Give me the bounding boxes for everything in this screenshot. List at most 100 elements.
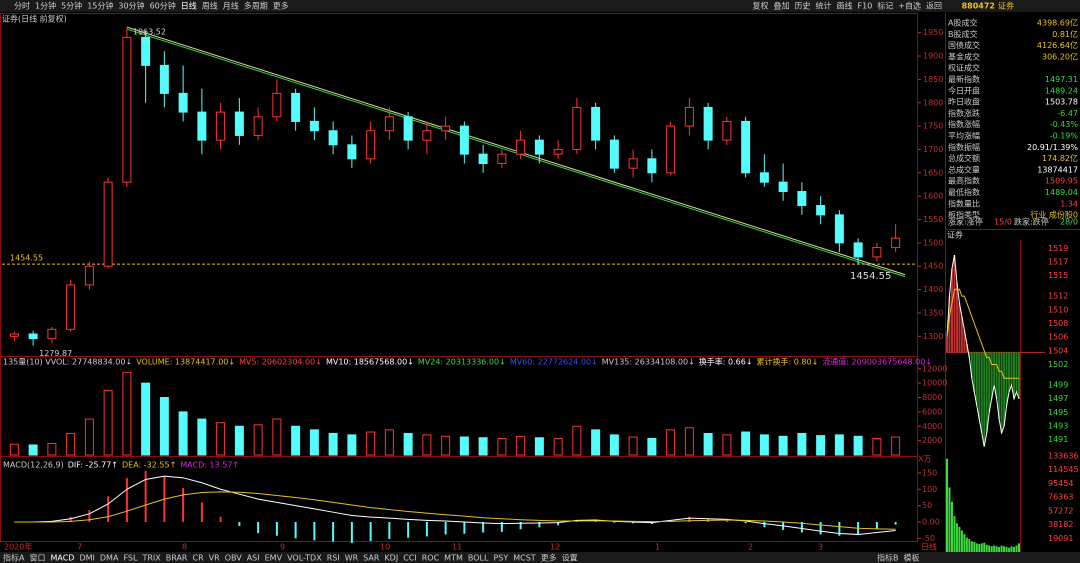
indicator-tab[interactable]: CR xyxy=(193,554,205,563)
indicator-tab[interactable]: KDJ xyxy=(384,554,398,563)
toolbar-button[interactable]: 更多 xyxy=(273,1,289,11)
toolbar-button[interactable]: 30分钟 xyxy=(118,1,144,11)
mini-tick-label: 1504 xyxy=(1048,346,1068,355)
stat-value: 0.81亿 xyxy=(1052,29,1078,39)
toolbar-button[interactable]: 叠加 xyxy=(774,1,790,11)
candle-body xyxy=(834,214,844,244)
indicator-tab[interactable]: 更多 xyxy=(541,553,557,563)
y-tick-label: 6000 xyxy=(922,407,942,416)
volume-bar xyxy=(441,435,451,456)
candle-body xyxy=(628,158,638,169)
candle-body xyxy=(403,116,413,141)
toolbar-button[interactable]: 日线 xyxy=(181,1,197,11)
toolbar-button[interactable]: 统计 xyxy=(816,1,832,11)
indicator-tab[interactable]: 设置 xyxy=(562,553,578,563)
mini-volume-label: 38182 xyxy=(1048,520,1073,529)
stat-label: 最新指数 xyxy=(948,74,980,84)
toolbar-button[interactable]: 15分钟 xyxy=(87,1,113,11)
toolbar-button[interactable]: 复权 xyxy=(753,1,769,11)
indicator-tab[interactable]: TRIX xyxy=(141,554,161,563)
toolbar-button[interactable]: 多周期 xyxy=(244,1,268,11)
stat-label: 基金成交 xyxy=(948,51,980,61)
toolbar-button[interactable]: 画线 xyxy=(837,1,853,11)
indicator-tab[interactable]: 指标A xyxy=(3,553,25,563)
y-tick-label: 4000 xyxy=(922,422,942,431)
candle-body xyxy=(28,333,38,340)
volume-bar xyxy=(422,434,432,456)
indicator-tab[interactable]: MTM xyxy=(444,554,463,563)
indicator-tab[interactable]: FSL xyxy=(123,554,138,563)
volume-legend: MV5: 20602304.00↓ xyxy=(239,358,322,367)
volume-bar xyxy=(872,437,882,456)
volume-bar xyxy=(197,418,207,456)
x-tick-label: 2020年 xyxy=(4,542,32,552)
mini-tick-label: 1506 xyxy=(1048,333,1068,342)
toolbar-button[interactable]: 1分钟 xyxy=(35,1,56,11)
indicator-tab[interactable]: ROC xyxy=(422,554,440,563)
candle-body xyxy=(234,111,244,136)
volume-bar xyxy=(459,436,469,456)
stat-value: 20.91/1.39% xyxy=(1027,143,1078,152)
toolbar-button[interactable]: 60分钟 xyxy=(150,1,176,11)
volume-bar xyxy=(122,371,132,456)
indicator-tab[interactable]: ASI xyxy=(247,554,260,563)
indicator-tab[interactable]: OBV xyxy=(225,554,243,563)
mini-tick-label: 1510 xyxy=(1048,305,1068,314)
volume-legend: MV10: 18567568.00↓ xyxy=(326,358,414,367)
mini-volume-label: 133636 xyxy=(1048,452,1079,461)
volume-bar xyxy=(478,437,488,456)
toolbar-button[interactable]: 分时 xyxy=(14,1,30,11)
indicator-tab[interactable]: MACD xyxy=(50,554,74,563)
volume-bar xyxy=(141,382,151,456)
toolbar-button[interactable]: +自选 xyxy=(898,1,921,11)
indicator-tab[interactable]: DMI xyxy=(79,554,94,563)
indicator-tab[interactable]: BRAR xyxy=(166,554,188,563)
indicator-tab[interactable]: DMA xyxy=(100,554,119,563)
toolbar-button[interactable]: 历史 xyxy=(795,1,811,11)
mini-tick-label: 1495 xyxy=(1048,408,1068,417)
candle-body xyxy=(159,64,169,94)
toolbar-button[interactable]: 标记 xyxy=(877,1,893,11)
mini-tick-label: 1508 xyxy=(1048,319,1068,328)
indicator-tab[interactable]: EMV xyxy=(265,554,283,563)
volume-unit: X万 xyxy=(918,455,931,464)
mini-volume-label: 19091 xyxy=(1048,534,1073,543)
candle-body xyxy=(66,284,76,330)
indicator-tab[interactable]: RSI xyxy=(327,554,340,563)
stat-value: -0.19% xyxy=(1050,132,1079,141)
volume-bar xyxy=(384,429,394,456)
volume-bar xyxy=(684,427,694,456)
candle-body xyxy=(103,181,113,267)
indicator-tab[interactable]: 窗口 xyxy=(29,553,45,563)
stat-label: 最高指数 xyxy=(948,176,980,186)
stat-label: 权证成交 xyxy=(948,63,980,73)
indicator-tab[interactable]: 模板 xyxy=(904,553,920,563)
stat-label: 最低指数 xyxy=(948,187,980,197)
indicator-tab[interactable]: CCI xyxy=(403,554,417,563)
indicator-tab[interactable]: BOLL xyxy=(468,554,489,563)
toolbar-button[interactable]: 周线 xyxy=(202,1,218,11)
volume-bar xyxy=(347,434,357,456)
stat-label: 今日开盘 xyxy=(948,85,980,95)
indicator-tab[interactable]: MCST xyxy=(513,554,536,563)
toolbar-button[interactable]: F10 xyxy=(858,2,873,11)
indicator-tab[interactable]: 指标B xyxy=(877,553,899,563)
volume-legend: MV135: 26334108.00↓ xyxy=(602,358,695,367)
toolbar-button[interactable]: 5分钟 xyxy=(61,1,82,11)
candle-body xyxy=(178,92,188,113)
indicator-tab[interactable]: PSY xyxy=(493,554,508,563)
indicator-tab[interactable]: WR xyxy=(345,554,359,563)
volume-legend: MV60: 22772624.00↓ xyxy=(510,358,598,367)
indicator-tab[interactable]: VOL-TDX xyxy=(287,554,322,563)
indicator-tab[interactable]: VR xyxy=(209,554,220,563)
stat-value: 306.20亿 xyxy=(1042,51,1078,61)
stat-value: -6.47 xyxy=(1057,109,1078,118)
candle-body xyxy=(347,144,357,160)
candle-body xyxy=(47,328,57,340)
y-tick-label: 1750 xyxy=(923,122,943,131)
toolbar-button[interactable]: 返回 xyxy=(926,2,942,11)
toolbar-button[interactable]: 月线 xyxy=(223,1,239,11)
candle-body xyxy=(872,247,882,258)
volume-bar xyxy=(572,425,582,456)
indicator-tab[interactable]: SAR xyxy=(363,554,380,563)
